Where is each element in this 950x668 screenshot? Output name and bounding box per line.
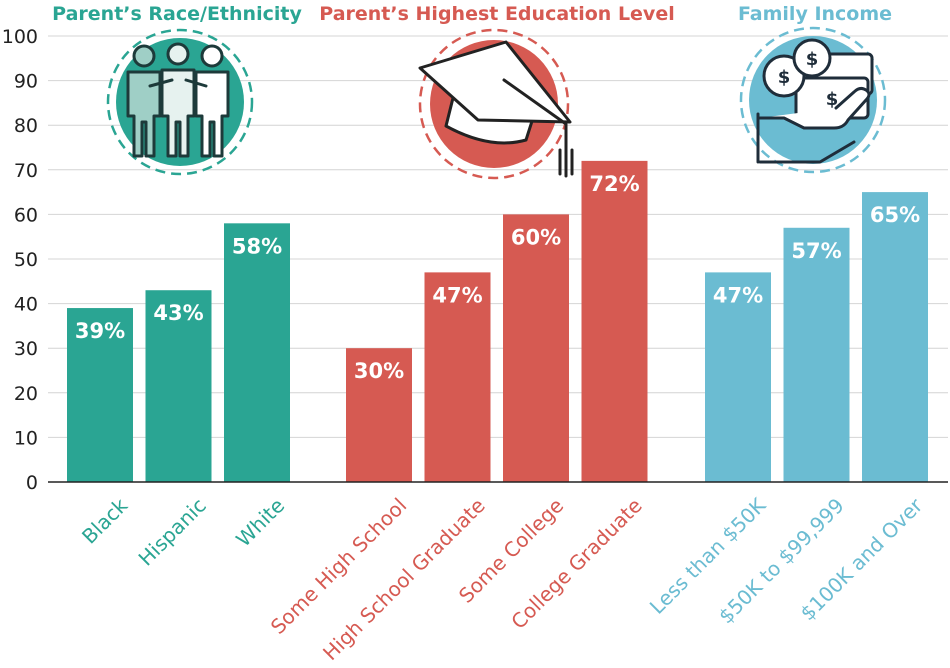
group-title: Parent’s Highest Education Level <box>319 3 674 25</box>
svg-text:$: $ <box>826 89 839 110</box>
category-label: High School Graduate <box>318 493 490 665</box>
graduation-cap-icon <box>418 28 574 180</box>
category-label: College Graduate <box>506 493 647 634</box>
bar-value-label: 47% <box>432 283 482 307</box>
bar-value-labels: 39% 43% 58% 30% 47% 60% 72% 47% 57% 65% <box>75 172 920 383</box>
group-titles: Parent’s Race/Ethnicity Parent’s Highest … <box>52 3 892 25</box>
y-tick-label: 0 <box>26 472 38 494</box>
y-tick-label: 90 <box>14 71 38 93</box>
bar <box>224 223 290 482</box>
y-tick-label: 80 <box>14 115 38 137</box>
y-axis-ticks: 0 10 20 30 40 50 60 70 80 90 100 <box>2 26 38 494</box>
group-title: Parent’s Race/Ethnicity <box>52 3 302 25</box>
bar <box>67 308 133 482</box>
category-label: White <box>231 493 289 551</box>
bar <box>862 192 928 482</box>
bar <box>346 348 412 482</box>
y-tick-label: 10 <box>14 427 38 449</box>
group-icons: $ $ $ <box>106 26 887 180</box>
y-tick-label: 60 <box>14 204 38 226</box>
group-title: Family Income <box>738 3 892 25</box>
bar-value-label: 65% <box>870 203 920 227</box>
bar-value-label: 58% <box>232 234 282 258</box>
money-hand-icon: $ $ $ <box>739 26 887 174</box>
bar-value-label: 60% <box>511 225 561 249</box>
category-label: Hispanic <box>134 493 211 570</box>
category-label: Black <box>77 493 133 549</box>
y-tick-label: 70 <box>14 160 38 182</box>
category-label: Some High School <box>266 493 412 639</box>
bar <box>424 272 491 482</box>
bar <box>705 272 771 482</box>
bar-value-label: 43% <box>153 301 203 325</box>
y-tick-label: 50 <box>14 249 38 271</box>
y-tick-label: 30 <box>14 338 38 360</box>
bar <box>503 214 569 482</box>
bars <box>67 160 928 482</box>
bar <box>783 227 850 482</box>
bar-value-label: 47% <box>713 283 763 307</box>
svg-text:$: $ <box>806 49 819 70</box>
bar <box>145 290 212 482</box>
svg-text:$: $ <box>778 67 791 88</box>
bar-value-label: 30% <box>354 359 404 383</box>
people-icon <box>106 28 254 176</box>
bar-value-label: 57% <box>791 239 841 263</box>
bar-value-label: 39% <box>75 319 125 343</box>
y-tick-label: 100 <box>2 26 38 48</box>
y-tick-label: 40 <box>14 294 38 316</box>
y-tick-label: 20 <box>14 383 38 405</box>
bar-value-label: 72% <box>589 172 639 196</box>
bar <box>581 160 648 482</box>
